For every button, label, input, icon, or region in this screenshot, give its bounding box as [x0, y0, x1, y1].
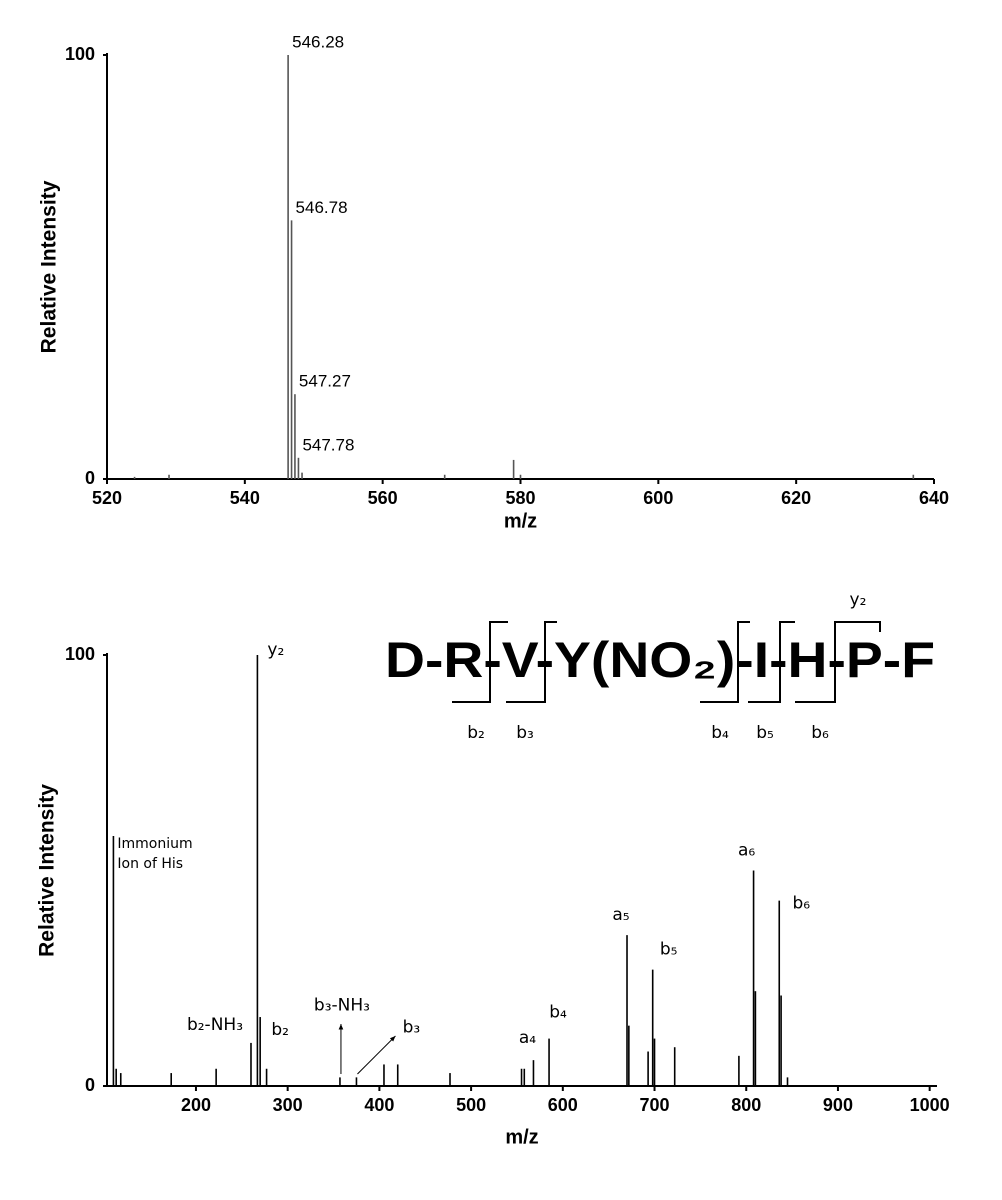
y-tick-label: 0	[85, 1075, 95, 1095]
x-tick-label: 700	[640, 1095, 670, 1115]
x-tick-label: 500	[456, 1095, 486, 1115]
x-tick-label: 640	[919, 488, 949, 508]
peak-label: 546.78	[296, 198, 348, 217]
peak-label: 546.28	[292, 32, 344, 51]
x-tick-label: 580	[505, 488, 535, 508]
fragment-label: b₂	[467, 723, 485, 743]
peak-label: b₂-NH₃	[187, 1015, 243, 1035]
fragment-bracket	[748, 621, 795, 703]
y-axis-label: Relative Intensity	[36, 784, 59, 957]
x-tick-label: 600	[548, 1095, 578, 1115]
peak-label-line: Ion of His	[117, 856, 183, 872]
peak-label-line: Immonium	[117, 836, 192, 852]
x-tick-label: 400	[364, 1095, 394, 1115]
peak-label: b₅	[660, 940, 678, 960]
x-tick-label: 300	[273, 1095, 303, 1115]
fragment-label: b₄	[711, 723, 729, 743]
peak-label: b₆	[792, 894, 810, 914]
label-arrow	[357, 1035, 396, 1075]
x-tick-label: 560	[368, 488, 398, 508]
x-axis-label: m/z	[505, 1126, 538, 1148]
x-tick-label: 200	[181, 1095, 211, 1115]
y-tick-label: 0	[85, 468, 95, 488]
fragment-label: b₃	[516, 723, 534, 743]
y-axis-label: Relative Intensity	[38, 180, 61, 353]
peak-label: y₂	[267, 640, 284, 660]
arrow-head	[338, 1024, 344, 1030]
peak-label: a₆	[738, 841, 755, 861]
x-tick-label: 900	[823, 1095, 853, 1115]
peak-label: b₂	[271, 1020, 289, 1040]
x-tick-label: 1000	[910, 1095, 950, 1115]
y-tick-label: 100	[65, 644, 95, 664]
peak-label: b₃-NH₃	[314, 995, 370, 1015]
x-tick-label: 800	[731, 1095, 761, 1115]
peptide-sequence: D-R-V-Y(NO₂)-I-H-P-F	[385, 632, 935, 688]
peak-label: 547.27	[299, 372, 351, 391]
peak-label: Immonium Ion of His	[117, 836, 192, 872]
x-tick-label: 520	[92, 488, 122, 508]
x-tick-label: 620	[781, 488, 811, 508]
y-tick-label: 100	[65, 44, 95, 64]
fragment-bracket	[452, 621, 508, 703]
fragment-bracket	[506, 621, 557, 703]
arrow-head	[389, 1036, 396, 1042]
peak-label: a₄	[519, 1028, 536, 1048]
fragment-bracket	[795, 621, 881, 703]
fragment-label: y₂	[850, 590, 867, 610]
peak-label: b₃	[403, 1017, 421, 1037]
peak-label: b₄	[549, 1003, 567, 1023]
fragment-bracket	[700, 621, 750, 703]
peak-label: a₅	[612, 905, 629, 925]
fragment-label: b₅	[756, 723, 774, 743]
x-axis-label: m/z	[504, 510, 537, 532]
fragment-label: b₆	[811, 723, 829, 743]
x-tick-label: 600	[643, 488, 673, 508]
x-tick-label: 540	[230, 488, 260, 508]
peak-label: 547.78	[302, 435, 354, 454]
